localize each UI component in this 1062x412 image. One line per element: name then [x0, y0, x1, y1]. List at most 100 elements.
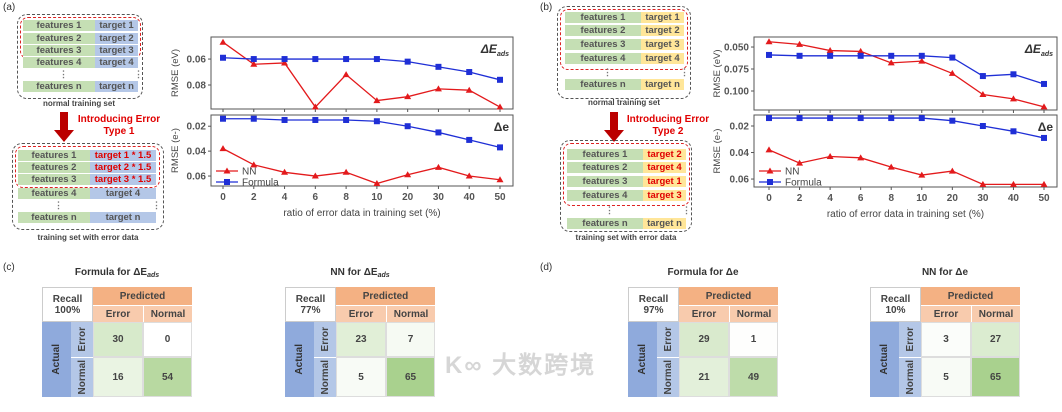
formula-point: [343, 116, 350, 123]
vertical-dots: ⋮: [59, 69, 68, 79]
features-cell: features 3: [565, 39, 641, 51]
target-cell: target 3: [95, 45, 138, 57]
features-cell: features 2: [567, 162, 643, 174]
nn-point: [826, 47, 834, 54]
nn-point: [857, 154, 865, 161]
nn-point: [465, 86, 473, 93]
series-line-nn: [768, 41, 1045, 108]
x-tick-label: 50: [1038, 193, 1050, 204]
nn-point: [404, 93, 412, 100]
recall-cell: Recall 77%: [285, 287, 336, 322]
actual-normal-header: Normal: [314, 357, 336, 397]
nn-point: [404, 171, 412, 178]
target-cell: target n: [641, 79, 684, 91]
formula-point: [796, 115, 803, 122]
nn-point: [434, 163, 442, 170]
error-type-label: Introducing Error Type 1: [77, 114, 161, 137]
x-tick-label: 30: [977, 193, 989, 204]
nn-point: [887, 163, 895, 170]
panel-label-d: (d): [540, 262, 553, 273]
actual-normal-header: Normal: [71, 357, 93, 397]
recall-label: Recall: [295, 293, 326, 305]
nn-point: [887, 59, 895, 66]
plot-frame: [753, 36, 1058, 111]
matrix-title: Formula for ΔEads: [17, 267, 217, 279]
panel-label-b: (b): [540, 2, 553, 13]
y-axis-title: RMSE (eV): [712, 49, 723, 97]
row-label: Normal: [76, 360, 88, 395]
recall-label: Recall: [52, 293, 83, 305]
target-cell: target 3: [641, 39, 684, 51]
features-cell: features n: [565, 79, 641, 91]
formula-point: [1041, 134, 1047, 141]
target-cell: target 4: [95, 57, 138, 69]
predicted-error-header: Error: [93, 306, 143, 322]
target-cell: target n: [95, 81, 138, 93]
actual-label: Actual: [51, 344, 62, 375]
predicted-normal-header: Normal: [971, 306, 1020, 322]
recall-value: 10%: [885, 304, 906, 316]
features-cell: features n: [23, 81, 95, 93]
panel-label-a: (a): [3, 2, 16, 13]
actual-error-header: Error: [657, 322, 679, 357]
x-tick-label: 20: [947, 193, 959, 204]
matrix-title-text: NN for Δe: [921, 267, 969, 278]
training-row: features 2 target 2: [23, 33, 138, 45]
legend-label: NN: [242, 167, 256, 178]
nn-point: [281, 168, 289, 175]
nn-point: [1009, 180, 1017, 187]
matrix-cell: 5: [336, 357, 386, 397]
formula-point: [404, 123, 411, 130]
formula-point: [281, 116, 288, 123]
actual-normal-header: Normal: [657, 357, 679, 397]
error-rows-box: [15, 146, 160, 188]
x-axis-title: ratio of error data in training set (%): [283, 208, 440, 219]
matrix-cell: 16: [93, 357, 143, 397]
legend-label: NN: [785, 167, 799, 178]
predicted-header: Predicted: [93, 287, 192, 306]
x-tick-label: 0: [766, 193, 772, 204]
features-cell: features 1: [565, 12, 641, 24]
nn-point: [918, 171, 926, 178]
plot-frame: [210, 36, 514, 110]
x-tick-label: 2: [251, 192, 257, 203]
formula-point: [857, 52, 864, 59]
formula-point: [1010, 71, 1017, 78]
matrix-title-text: Formula for ΔE: [74, 267, 148, 278]
nn-point: [373, 97, 381, 104]
error-set-box: [12, 143, 164, 230]
y-tick-label: 0.050: [724, 43, 749, 54]
training-row: features 2 target 2: [565, 25, 684, 37]
nn-point: [250, 60, 258, 67]
vertical-dots: ⋮: [680, 67, 689, 77]
matrix-title: Formula for Δe: [603, 267, 803, 278]
plot-frame: [210, 114, 514, 187]
error-type-label: Introducing Error Type 2: [626, 114, 710, 137]
matrix-cell: 27: [971, 322, 1020, 357]
recall-cell: Recall 97%: [628, 287, 679, 322]
nn-point: [948, 167, 956, 174]
target-cell: target 3 * 1.5: [90, 174, 156, 186]
formula-point: [435, 129, 442, 136]
panel-title: ΔEads: [480, 42, 509, 58]
error-set-box: [560, 140, 692, 232]
confusion-matrix: Recall 10% Predicted Actual Error Normal Error…: [870, 287, 1020, 397]
formula-point: [373, 56, 380, 63]
nn-point: [219, 145, 227, 152]
matrix-title-sub: ads: [377, 272, 390, 279]
down-arrow-icon: [54, 112, 74, 142]
training-row: features 1 target 1 * 1.5: [18, 150, 156, 162]
actual-header: Actual: [285, 322, 314, 397]
nn-point: [434, 85, 442, 92]
y-tick-label: 0.06: [187, 172, 207, 183]
x-tick-label: 2: [797, 193, 803, 204]
matrix-cell: 1: [729, 322, 778, 357]
training-row: features 3 target 3 * 1.5: [18, 174, 156, 186]
x-tick-label: 40: [464, 192, 476, 203]
x-tick-label: 30: [433, 192, 445, 203]
features-cell: features n: [567, 218, 643, 230]
formula-point: [250, 115, 257, 122]
nn-point: [496, 176, 504, 183]
nn-point: [373, 180, 381, 187]
